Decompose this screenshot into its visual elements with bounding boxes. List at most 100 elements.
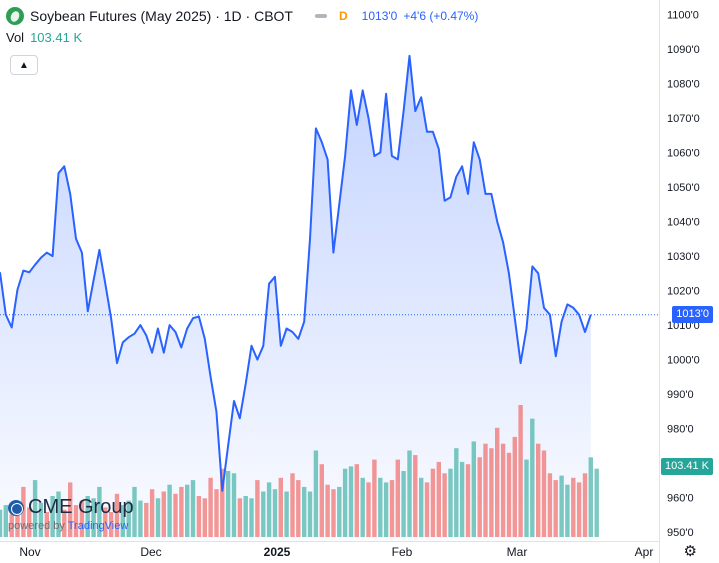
x-tick-label: 2025 — [264, 545, 291, 559]
tradingview-logo-text: TradingView — [67, 520, 129, 532]
volume-bar — [407, 450, 412, 537]
volume-bar — [190, 480, 196, 537]
volume-bar — [220, 468, 225, 537]
volume-bar — [419, 477, 424, 537]
volume-bar — [378, 477, 383, 537]
volume-value: 103.41 K — [30, 30, 83, 45]
volume-bar — [296, 480, 301, 537]
x-tick-label: Mar — [507, 545, 528, 559]
y-tick-label: 1040'0 — [667, 217, 700, 229]
y-tick-label: 1100'0 — [667, 10, 699, 22]
volume-bar — [185, 484, 190, 537]
volume-bar — [214, 489, 219, 537]
x-tick-label: Feb — [392, 545, 413, 559]
drag-handle-icon[interactable] — [315, 14, 327, 18]
volume-bar — [44, 512, 49, 537]
last-price-tag: 1013'0 — [672, 306, 713, 323]
volume-bar — [471, 441, 476, 537]
volume-bar — [483, 443, 488, 537]
volume-bar — [366, 482, 371, 537]
volume-bar — [9, 514, 14, 537]
volume-bar — [576, 482, 582, 537]
volume-bar — [512, 436, 517, 537]
volume-bar — [500, 443, 506, 537]
volume-bar — [114, 493, 120, 537]
volume-bar — [79, 500, 85, 537]
volume-bar — [337, 486, 342, 537]
volume-bar — [489, 448, 494, 537]
volume-bar — [91, 498, 96, 537]
volume-bar — [559, 475, 564, 537]
volume-bar — [424, 482, 430, 537]
volume-bar — [383, 482, 389, 537]
volume-bar — [413, 455, 418, 537]
volume-bar — [571, 477, 576, 537]
volume-bar — [261, 491, 266, 537]
volume-bar — [132, 486, 137, 537]
volume-bar — [319, 464, 324, 537]
y-tick-label: 960'0 — [667, 493, 694, 505]
volume-bar — [454, 448, 459, 537]
volume-bar — [459, 461, 465, 537]
y-tick-label: 1030'0 — [667, 251, 700, 263]
volume-bar — [348, 466, 354, 537]
volume-bar — [518, 405, 523, 537]
legend-price-change: +4'6 (+0.47%) — [403, 9, 479, 23]
y-tick-label: 1000'0 — [667, 355, 700, 367]
y-tick-label: 1050'0 — [667, 182, 700, 194]
volume-bar — [524, 459, 529, 537]
volume-bar — [436, 461, 441, 537]
volume-bar — [354, 464, 359, 537]
volume-bar — [32, 480, 38, 537]
volume-bar — [155, 498, 161, 537]
y-tick-label: 1020'0 — [667, 286, 700, 298]
chevron-up-icon: ▲ — [19, 59, 29, 71]
volume-bar — [278, 477, 283, 537]
chart-legend: Soybean Futures (May 2025) · 1D · CBOT D… — [6, 6, 478, 48]
cme-logo-text: CME Group — [28, 496, 134, 518]
x-tick-label: Apr — [635, 545, 654, 559]
volume-bar — [27, 507, 32, 537]
delayed-data-badge[interactable]: D — [339, 9, 348, 23]
volume-bar — [541, 450, 547, 537]
cme-logo: CME Group — [8, 496, 134, 519]
volume-bar — [401, 471, 406, 537]
y-tick-label: 1080'0 — [667, 79, 700, 91]
y-tick-label: 1010'0 — [667, 320, 700, 332]
volume-tag: 103.41 K — [660, 458, 713, 475]
volume-bar — [395, 459, 400, 537]
y-tick-label: 980'0 — [667, 424, 694, 436]
symbol-title[interactable]: Soybean Futures (May 2025) · 1D · CBOT — [30, 8, 293, 24]
volume-bar — [372, 459, 377, 537]
volume-bar — [302, 486, 307, 537]
powered-by[interactable]: powered by TradingView — [8, 520, 134, 532]
volume-bar — [108, 512, 114, 537]
volume-bar — [272, 489, 278, 537]
price-line — [0, 54, 592, 492]
volume-bar — [15, 500, 20, 537]
volume-bar — [173, 493, 178, 537]
collapse-legend-button[interactable]: ▲ — [10, 55, 38, 75]
volume-bar — [430, 468, 436, 537]
volume-bar — [149, 489, 155, 537]
volume-bar — [138, 500, 143, 537]
volume-bar — [331, 489, 336, 537]
y-tick-label: 950'0 — [667, 527, 694, 539]
volume-bar — [249, 498, 254, 537]
volume-bar — [389, 480, 395, 537]
y-tick-label: 1060'0 — [667, 148, 700, 160]
volume-bar — [56, 491, 61, 537]
volume-bar — [196, 496, 202, 537]
volume-bar — [506, 452, 512, 537]
volume-bar — [85, 496, 90, 537]
y-tick-label: 1090'0 — [667, 44, 700, 56]
gear-icon[interactable]: ⚙ — [683, 543, 697, 560]
volume-bar — [126, 500, 131, 537]
volume-bar — [325, 484, 330, 537]
volume-bar — [167, 484, 172, 537]
volume-bar — [73, 505, 79, 537]
volume-bar — [231, 473, 237, 537]
volume-bar — [284, 491, 289, 537]
volume-bar — [21, 486, 26, 537]
